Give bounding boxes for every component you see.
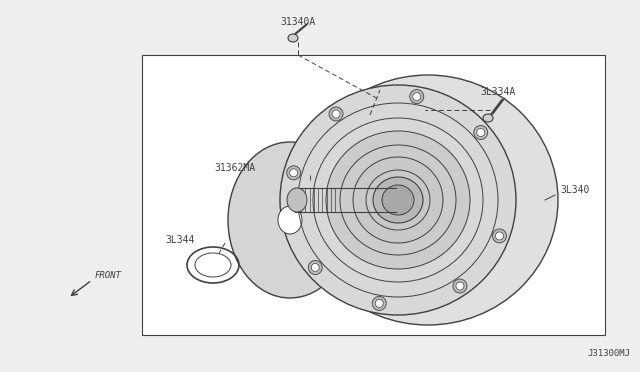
Ellipse shape [372, 296, 387, 310]
Text: J31300MJ: J31300MJ [587, 349, 630, 358]
Ellipse shape [375, 299, 383, 307]
Text: 3L344: 3L344 [165, 235, 195, 245]
Ellipse shape [477, 128, 484, 137]
Ellipse shape [326, 131, 470, 269]
Ellipse shape [287, 188, 307, 212]
Bar [142, 55, 605, 335]
Ellipse shape [332, 110, 340, 118]
Text: 3L340: 3L340 [560, 185, 589, 195]
Ellipse shape [456, 282, 464, 290]
Ellipse shape [228, 142, 352, 298]
Ellipse shape [353, 157, 443, 243]
Text: 31362MA: 31362MA [214, 163, 255, 173]
Ellipse shape [290, 169, 298, 177]
Ellipse shape [495, 232, 504, 240]
Ellipse shape [311, 263, 319, 272]
Ellipse shape [308, 260, 323, 275]
Ellipse shape [410, 90, 424, 103]
Text: FRONT: FRONT [95, 272, 122, 280]
Ellipse shape [329, 107, 343, 121]
Text: 31340A: 31340A [280, 17, 316, 27]
Ellipse shape [453, 279, 467, 293]
Ellipse shape [474, 125, 488, 140]
Ellipse shape [298, 75, 558, 325]
Text: 3L334A: 3L334A [480, 87, 515, 97]
Ellipse shape [195, 253, 231, 277]
Ellipse shape [280, 85, 516, 315]
Ellipse shape [288, 34, 298, 42]
Ellipse shape [278, 206, 302, 234]
Ellipse shape [483, 114, 493, 122]
Ellipse shape [373, 177, 423, 223]
Ellipse shape [287, 166, 301, 180]
Ellipse shape [413, 93, 420, 100]
Text: 31362M: 31362M [342, 97, 378, 107]
Ellipse shape [493, 229, 506, 243]
Ellipse shape [382, 185, 414, 215]
